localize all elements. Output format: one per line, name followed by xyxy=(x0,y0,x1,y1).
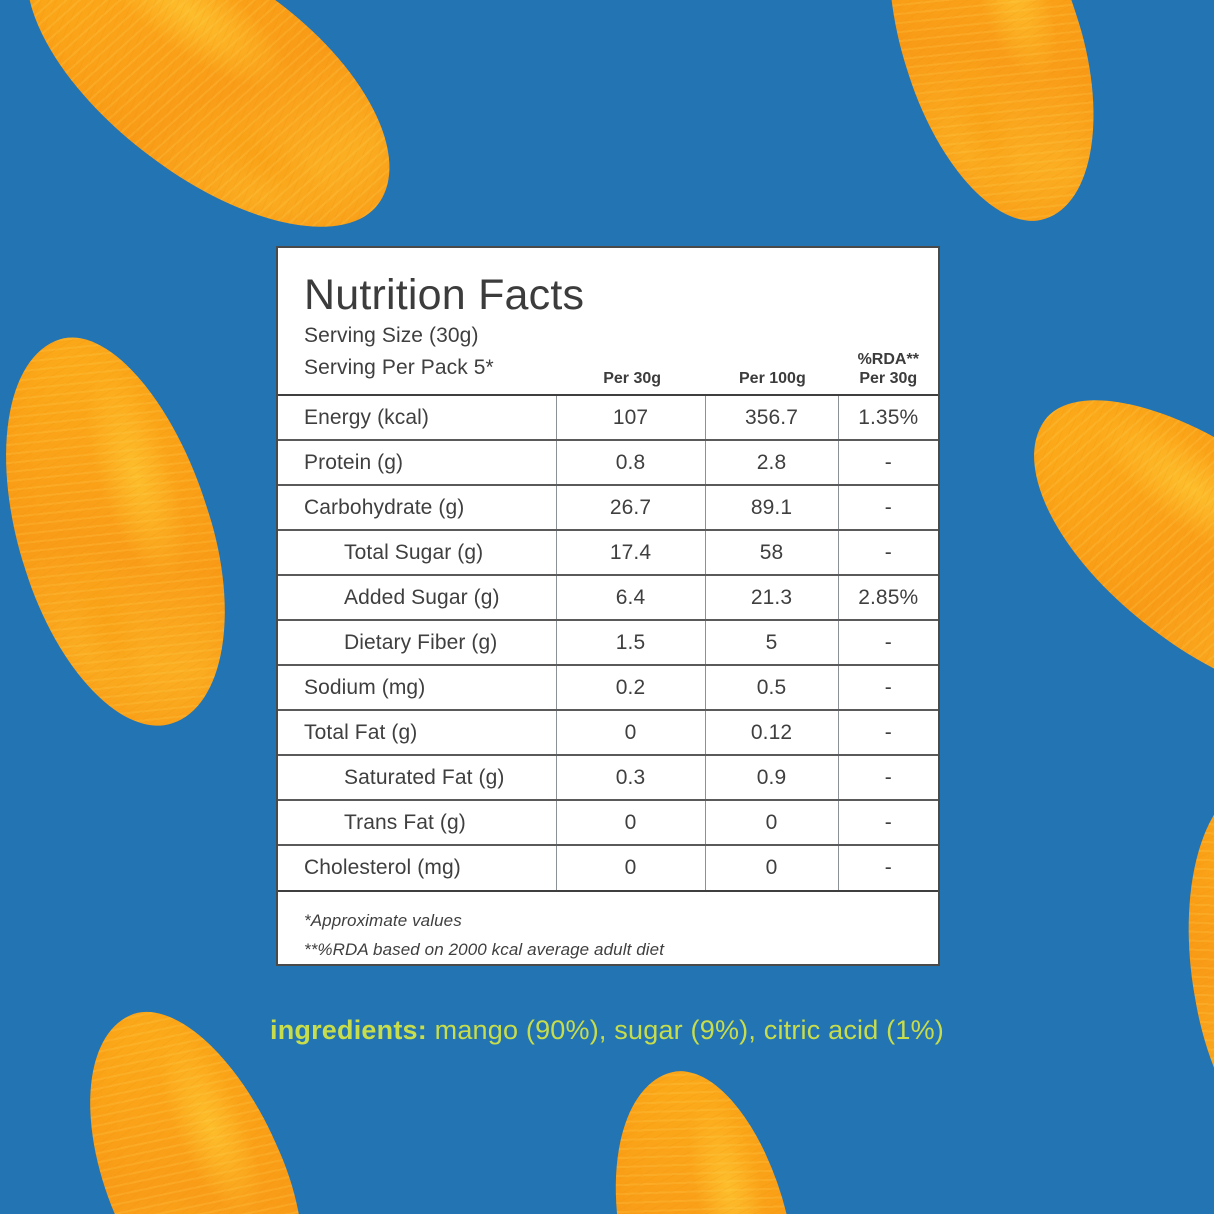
cell-per-30g: 26.7 xyxy=(556,484,706,530)
column-headers: Per 30g Per 100g %RDA** Per 30g xyxy=(558,350,938,388)
mango-slice-top-right xyxy=(846,0,1134,246)
cell-rda: - xyxy=(838,799,938,845)
ingredients-list: mango (90%), sugar (9%), citric acid (1%… xyxy=(426,1015,944,1045)
mango-slice-middle-right xyxy=(982,347,1214,753)
table-row: Cholesterol (mg) 0 0- xyxy=(278,844,938,890)
ingredients-text: ingredients: mango (90%), sugar (9%), ci… xyxy=(0,1010,1214,1050)
cell-rda: - xyxy=(838,439,938,485)
column-header-rda: %RDA** Per 30g xyxy=(839,350,938,388)
row-label: Total Fat (g) xyxy=(278,709,557,755)
footnote-approximate-values: *Approximate values xyxy=(304,911,462,930)
row-label: Total Sugar (g) xyxy=(278,529,557,575)
row-label: Dietary Fiber (g) xyxy=(278,619,557,665)
cell-per-100g: 0.12 xyxy=(705,709,839,755)
cell-rda: - xyxy=(838,844,938,890)
column-header-per-30g: Per 30g xyxy=(603,370,662,387)
cell-per-30g: 107 xyxy=(556,394,706,440)
ingredients-heading: ingredients: xyxy=(270,1015,427,1045)
serving-per-pack-text: Serving Per Pack 5* xyxy=(304,356,494,379)
cell-per-100g: 5 xyxy=(705,619,839,665)
cell-per-30g: 0 xyxy=(556,844,706,890)
row-label: Carbohydrate (g) xyxy=(278,484,557,530)
row-label: Saturated Fat (g) xyxy=(278,754,557,800)
footnote-rda-basis: **%RDA based on 2000 kcal average adult … xyxy=(304,940,665,959)
table-row: Dietary Fiber (g) 1.5 5- xyxy=(278,619,938,665)
row-label: Protein (g) xyxy=(278,439,557,485)
column-header-rda-line2: Per 30g xyxy=(859,370,918,387)
table-row: Total Sugar (g) 17.4 58- xyxy=(278,529,938,575)
row-label: Added Sugar (g) xyxy=(278,574,557,620)
column-header-per-100g: Per 100g xyxy=(739,370,806,387)
mango-slice-top-left xyxy=(0,0,440,282)
row-label: Trans Fat (g) xyxy=(278,799,557,845)
nutrition-table: Energy (kcal) 107 356.7 1.35% Protein (g) 0.8… xyxy=(278,394,938,890)
table-row: Energy (kcal) 107 356.7 1.35% xyxy=(278,394,938,440)
nutrition-facts-card: Nutrition Facts Serving Size (30g) Servi… xyxy=(276,246,940,966)
cell-rda: - xyxy=(838,754,938,800)
cell-per-100g: 0 xyxy=(705,844,839,890)
table-row: Protein (g) 0.8 2.8- xyxy=(278,439,938,485)
cell-per-100g: 2.8 xyxy=(705,439,839,485)
table-row: Trans Fat (g) 0 0- xyxy=(278,799,938,845)
table-row: Added Sugar (g) 6.4 21.3 2.85% xyxy=(278,574,938,620)
cell-per-100g: 21.3 xyxy=(705,574,839,620)
mango-slice-bottom-center xyxy=(583,1053,827,1214)
cell-per-100g: 0.9 xyxy=(705,754,839,800)
nutrition-card-header: Nutrition Facts Serving Size (30g) Servi… xyxy=(278,248,938,394)
cell-per-30g: 6.4 xyxy=(556,574,706,620)
cell-per-30g: 1.5 xyxy=(556,619,706,665)
footnotes-section: *Approximate values **%RDA based on 2000… xyxy=(278,890,938,964)
cell-per-100g: 0.5 xyxy=(705,664,839,710)
cell-per-30g: 0 xyxy=(556,709,706,755)
mango-slice-bottom-right xyxy=(1159,764,1214,1182)
cell-per-30g: 0.2 xyxy=(556,664,706,710)
table-row: Sodium (mg) 0.2 0.5- xyxy=(278,664,938,710)
cell-per-100g: 356.7 xyxy=(705,394,839,440)
cell-rda: - xyxy=(838,619,938,665)
cell-rda: - xyxy=(838,529,938,575)
cell-per-30g: 0.8 xyxy=(556,439,706,485)
row-label: Cholesterol (mg) xyxy=(278,844,557,890)
page-title: Nutrition Facts xyxy=(304,271,585,319)
nutrition-table-body: Energy (kcal) 107 356.7 1.35% Protein (g) 0.8… xyxy=(278,394,938,890)
table-row: Total Fat (g) 0 0.12- xyxy=(278,709,938,755)
row-label: Sodium (mg) xyxy=(278,664,557,710)
cell-per-100g: 0 xyxy=(705,799,839,845)
table-row: Carbohydrate (g) 26.7 89.1- xyxy=(278,484,938,530)
table-row: Saturated Fat (g) 0.3 0.9- xyxy=(278,754,938,800)
cell-per-100g: 89.1 xyxy=(705,484,839,530)
cell-per-30g: 0 xyxy=(556,799,706,845)
cell-per-100g: 58 xyxy=(705,529,839,575)
cell-rda: 1.35% xyxy=(838,394,938,440)
serving-size-text: Serving Size (30g) xyxy=(304,324,479,347)
cell-per-30g: 0.3 xyxy=(556,754,706,800)
cell-rda: - xyxy=(838,484,938,530)
cell-rda: - xyxy=(838,664,938,710)
column-header-rda-line1: %RDA** xyxy=(857,351,919,368)
mango-slice-middle-left xyxy=(0,312,268,752)
cell-rda: 2.85% xyxy=(838,574,938,620)
cell-per-30g: 17.4 xyxy=(556,529,706,575)
row-label: Energy (kcal) xyxy=(278,394,557,440)
cell-rda: - xyxy=(838,709,938,755)
